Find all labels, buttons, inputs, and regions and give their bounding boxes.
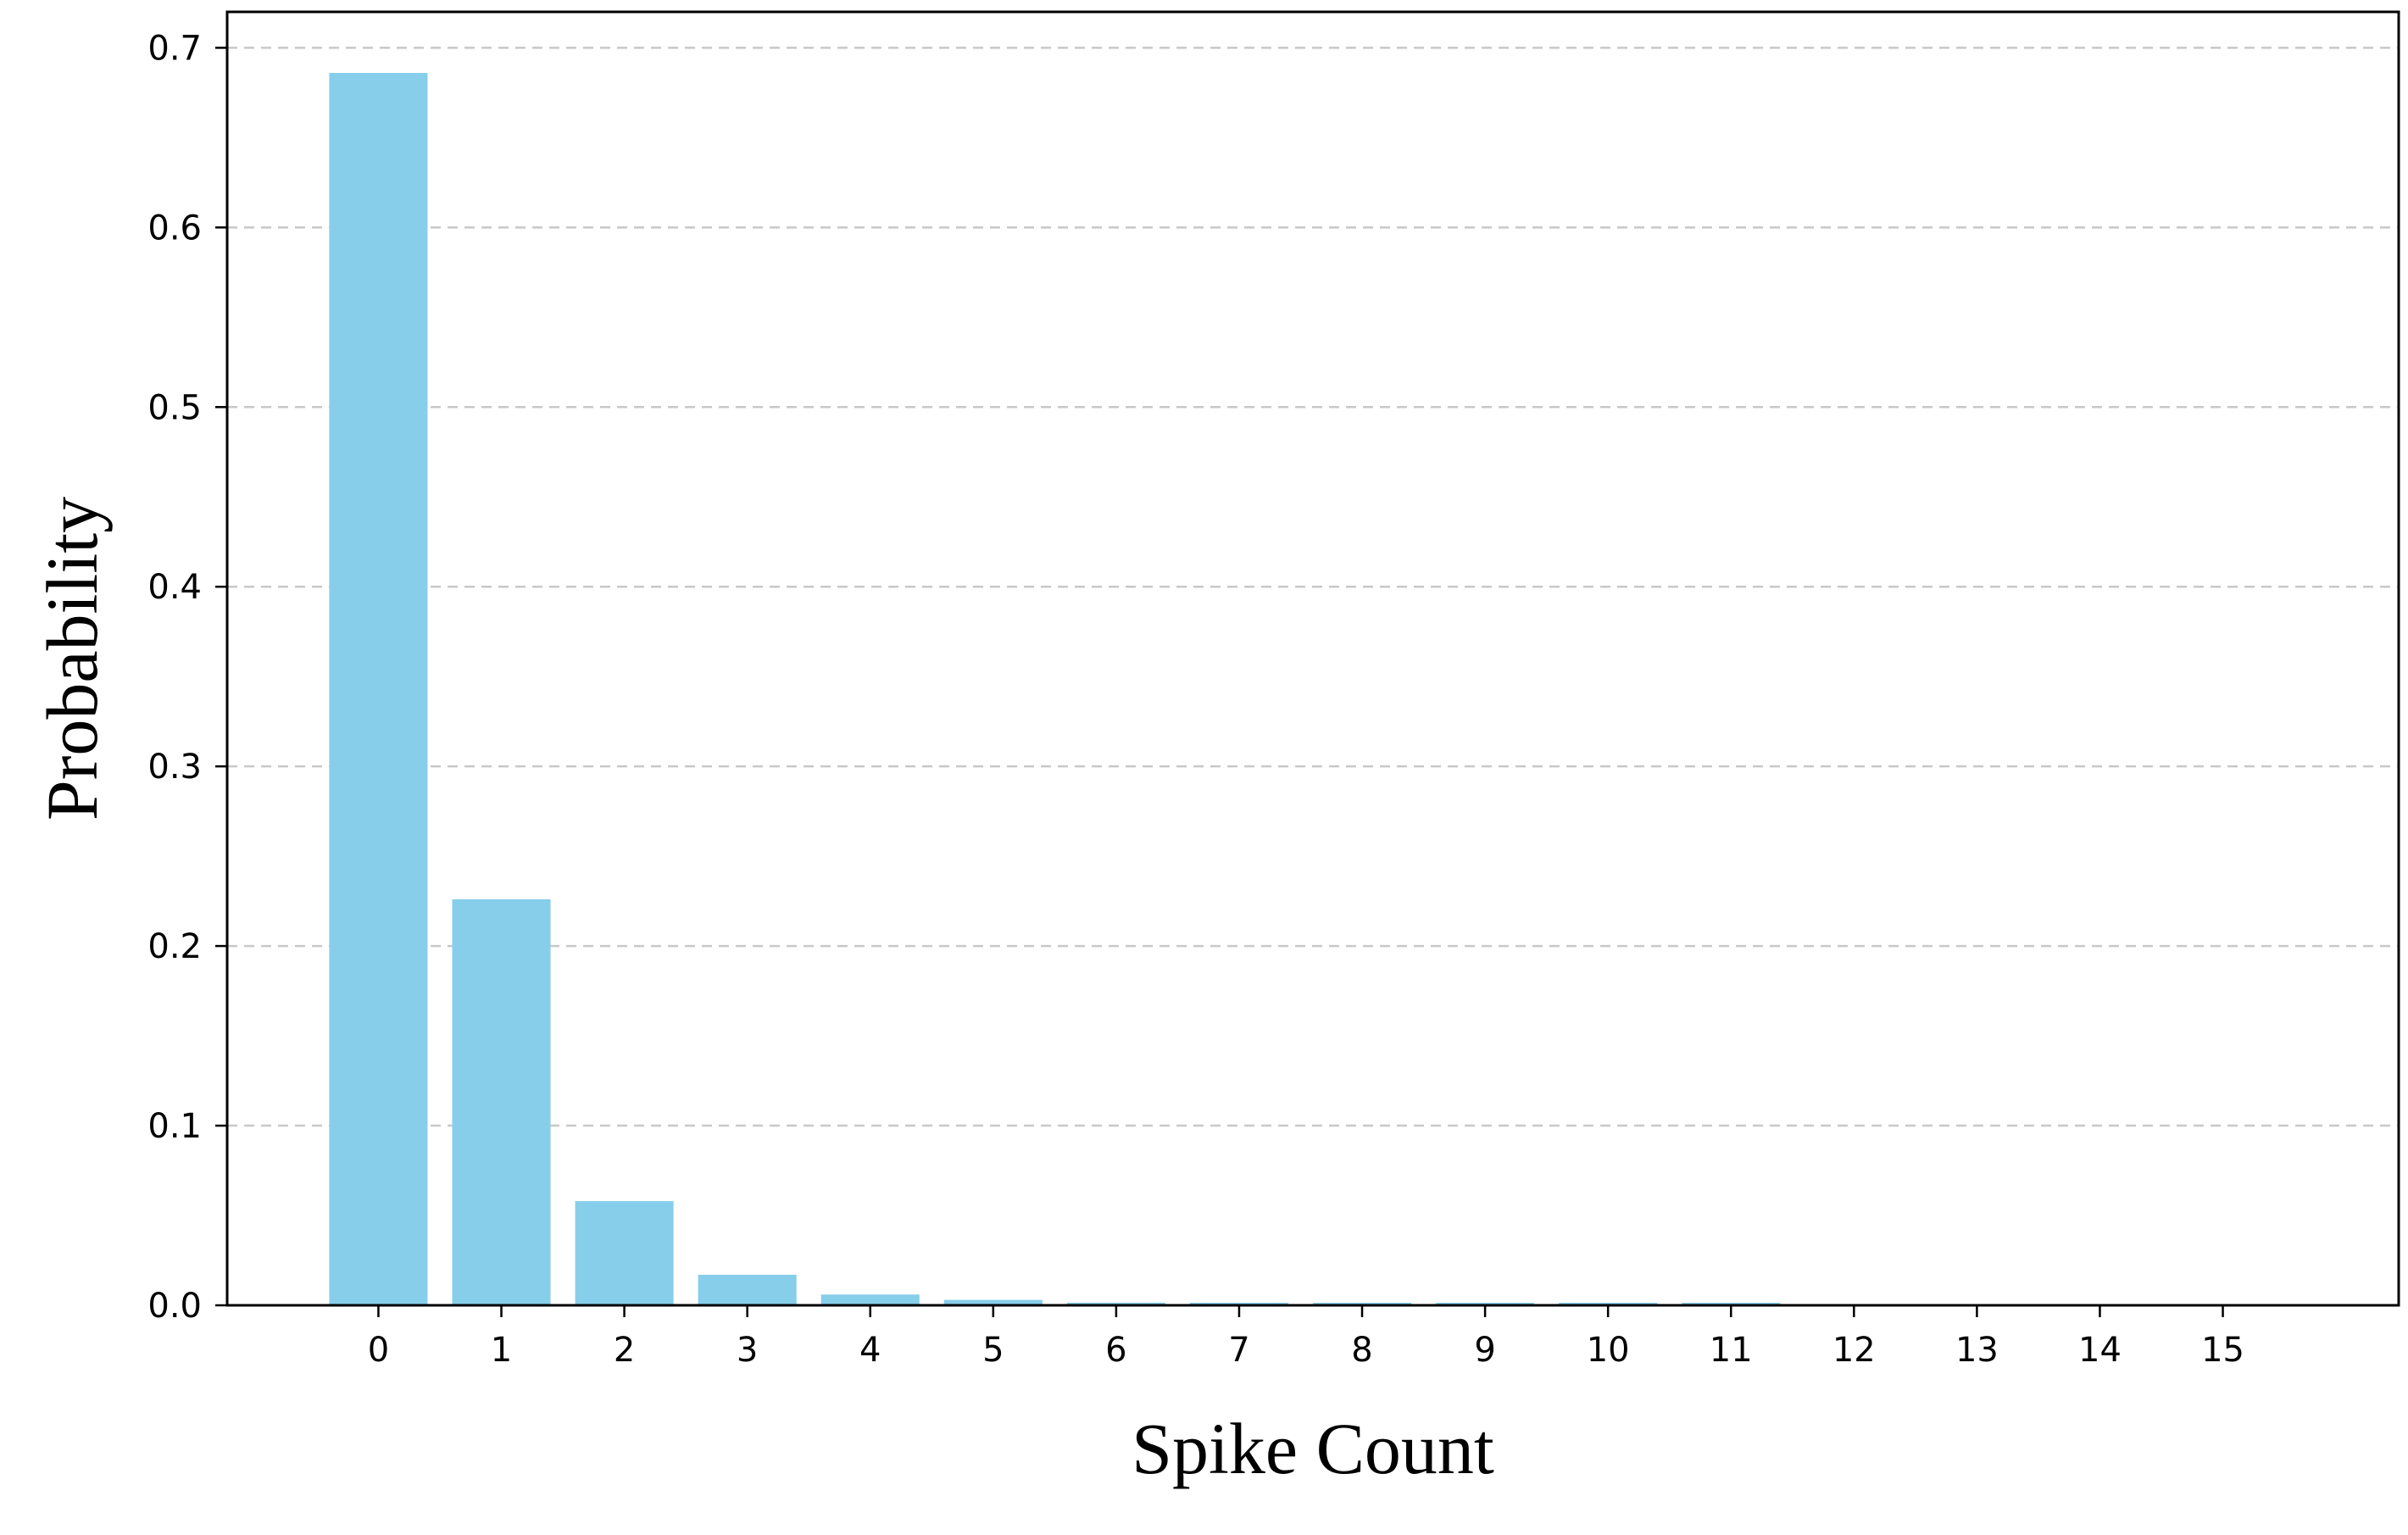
bars: [329, 73, 1781, 1305]
x-tick-label: 9: [1474, 1331, 1495, 1370]
bar-0: [329, 73, 428, 1305]
x-tick-label: 12: [1832, 1331, 1876, 1370]
y-tick-label: 0.3: [147, 748, 202, 787]
x-tick-label: 13: [1955, 1331, 1999, 1370]
bar-6: [1066, 1302, 1165, 1305]
x-tick-label: 4: [859, 1331, 881, 1370]
y-tick-label: 0.4: [147, 568, 202, 607]
x-tick-label: 6: [1105, 1331, 1126, 1370]
x-tick-label: 7: [1228, 1331, 1249, 1370]
x-tick-label: 5: [982, 1331, 1004, 1370]
bar-1: [452, 899, 551, 1305]
y-tick-label: 0.5: [147, 388, 202, 427]
bar-4: [820, 1294, 920, 1305]
axes-frame: [225, 10, 2400, 1307]
y-tick-label: 0.0: [147, 1287, 202, 1326]
y-tick-label: 0.7: [147, 29, 202, 68]
y-axis-title: Probability: [31, 497, 113, 820]
x-axis-title: Spike Count: [1132, 1408, 1494, 1489]
x-tick-label: 10: [1587, 1331, 1630, 1370]
y-tick-label: 0.1: [147, 1107, 202, 1146]
bar-5: [943, 1299, 1043, 1305]
y-tick-label: 0.6: [147, 209, 202, 247]
bar-3: [698, 1274, 797, 1305]
x-tick-label: 3: [737, 1331, 758, 1370]
y-tick-label: 0.2: [147, 927, 202, 966]
x-tick-label: 2: [614, 1331, 635, 1370]
x-tick-label: 1: [491, 1331, 512, 1370]
x-tick-label: 0: [368, 1331, 389, 1370]
bar-2: [575, 1201, 674, 1305]
ticks: 0.00.10.20.30.40.50.60.70 1 2 3 4 5 6 7 8 9 10 11 12…: [147, 29, 2244, 1370]
x-tick-label: 8: [1351, 1331, 1372, 1370]
x-tick-label: 11: [1710, 1331, 1753, 1370]
gridlines: [227, 47, 2399, 1127]
x-tick-label: 15: [2201, 1331, 2244, 1370]
x-tick-label: 14: [2078, 1331, 2122, 1370]
